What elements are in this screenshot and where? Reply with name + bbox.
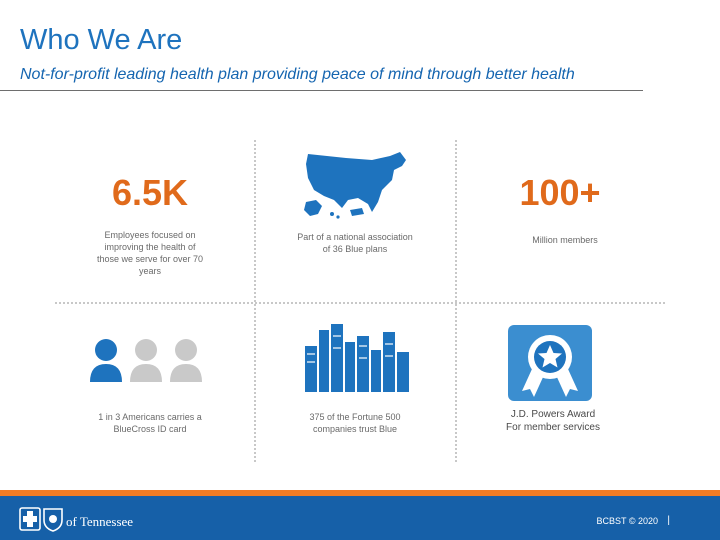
footer-separator: | — [667, 515, 670, 526]
copyright-text: BCBST © 2020 — [596, 516, 659, 526]
footer-accent-bar — [0, 490, 720, 496]
grid-divider-horizontal — [55, 302, 665, 304]
logo-text: of Tennessee — [66, 514, 134, 529]
bluecross-blueshield-logo-icon — [19, 507, 63, 532]
id-card-caption: 1 in 3 Americans carries a BlueCross ID … — [98, 412, 202, 434]
grid-divider-vertical-1 — [254, 140, 256, 462]
members-stat: 100+ — [519, 172, 601, 213]
page-title: Who We Are — [20, 24, 183, 56]
employees-stat: 6.5K — [111, 172, 189, 213]
city-skyline-icon — [305, 324, 409, 392]
members-caption: Million members — [532, 235, 598, 245]
award-ribbon-icon — [508, 325, 592, 401]
employees-caption: Employees focused on improving the healt… — [96, 230, 204, 276]
footer: of Tennessee BCBST © 2020 | — [0, 496, 720, 540]
association-caption: Part of a national association of 36 Blu… — [297, 232, 413, 254]
grid-divider-vertical-2 — [455, 140, 457, 462]
award-caption: J.D. Powers Award For member services — [506, 409, 600, 433]
fortune-caption: 375 of the Fortune 500 companies trust B… — [309, 412, 401, 434]
page-subtitle: Not-for-profit leading health plan provi… — [20, 66, 575, 83]
people-icon — [90, 339, 202, 382]
usa-map-icon — [304, 152, 406, 219]
header-divider — [0, 90, 643, 91]
